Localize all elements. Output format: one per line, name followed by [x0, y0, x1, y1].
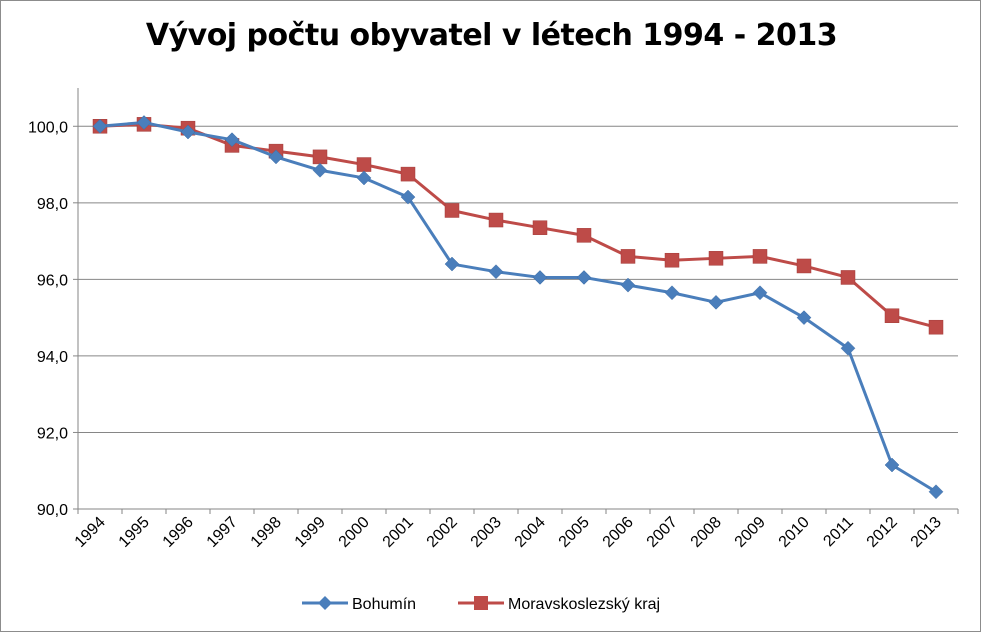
data-point-square: [664, 252, 680, 268]
x-tick-label: 2001: [380, 514, 417, 551]
data-point-diamond: [224, 132, 240, 148]
data-point-diamond: [796, 310, 812, 325]
y-axis-ticks: 90,0 92,0 94,0 96,0 98,0 100,0: [28, 119, 68, 519]
x-tick-label: 1996: [160, 514, 197, 551]
legend-label: Moravskoslezský kraj: [508, 596, 660, 613]
data-point-square: [312, 149, 328, 165]
data-point-square: [752, 249, 768, 264]
data-point-square: [840, 270, 856, 285]
data-point-square: [796, 258, 812, 274]
data-point-diamond: [356, 170, 372, 186]
series-line-moravskoslezsky-kraj: [99, 122, 937, 329]
x-tick-label: 1997: [204, 514, 241, 551]
data-point-diamond: [268, 149, 284, 165]
data-point-square: [576, 228, 592, 243]
y-tick-label: 98,0: [37, 196, 68, 213]
data-point-diamond: [752, 285, 768, 301]
chart-title: Vývoj počtu obyvatel v létech 1994 - 201…: [145, 18, 838, 53]
x-tick-label: 2003: [468, 514, 505, 551]
axes: [73, 88, 959, 514]
x-tick-label: 2008: [688, 514, 725, 551]
data-point-diamond: [180, 124, 196, 140]
data-point-diamond: [532, 270, 548, 285]
y-tick-label: 92,0: [37, 425, 68, 442]
x-tick-label: 1994: [72, 514, 109, 551]
data-point-square: [620, 249, 636, 264]
data-point-diamond: [488, 264, 504, 280]
data-point-square: [708, 251, 724, 266]
x-axis-ticks: 1994 1995 1996 1997 1998 1999 2000 2001 2002 2003…: [72, 514, 945, 551]
x-tick-label: 1998: [248, 514, 285, 551]
data-point-diamond: [136, 115, 152, 130]
data-point-square: [532, 220, 548, 235]
data-point-diamond: [708, 294, 724, 310]
x-tick-label: 2007: [644, 514, 681, 551]
y-tick-label: 96,0: [37, 272, 68, 289]
legend-label: Bohumín: [352, 596, 416, 613]
data-point-diamond: [620, 277, 636, 293]
x-tick-label: 2012: [864, 514, 901, 551]
data-point-diamond: [444, 256, 460, 272]
legend-marker-diamond: [318, 596, 332, 610]
x-tick-label: 2009: [732, 514, 769, 551]
gridlines: [78, 125, 958, 433]
series: [92, 115, 944, 500]
data-point-diamond: [928, 484, 944, 500]
data-point-square: [884, 308, 900, 323]
data-point-square: [356, 157, 372, 172]
data-point-diamond: [884, 457, 900, 473]
legend-item: Bohumín: [302, 596, 416, 613]
y-tick-label: 94,0: [37, 349, 68, 366]
x-tick-label: 2002: [424, 514, 461, 551]
x-tick-label: 1999: [292, 514, 329, 551]
x-tick-label: 2010: [776, 514, 813, 551]
series-line-bohumin: [99, 120, 937, 494]
x-tick-label: 2000: [336, 514, 373, 551]
x-tick-label: 2004: [512, 514, 549, 551]
data-point-diamond: [576, 270, 592, 285]
legend-item: Moravskoslezský kraj: [458, 596, 660, 613]
y-tick-label: 100,0: [28, 119, 68, 136]
data-point-diamond: [400, 189, 416, 205]
data-point-diamond: [664, 285, 680, 301]
data-point-square: [400, 166, 416, 182]
y-tick-label: 90,0: [37, 502, 68, 519]
data-point-diamond: [312, 162, 328, 178]
x-tick-label: 1995: [116, 514, 153, 551]
x-tick-label: 2013: [908, 514, 945, 551]
x-tick-label: 2011: [820, 514, 856, 550]
legend-marker-square: [474, 596, 488, 610]
data-point-square: [928, 319, 944, 335]
legend: Bohumín Moravskoslezský kraj: [302, 596, 660, 613]
data-point-diamond: [840, 340, 856, 356]
data-point-square: [444, 203, 460, 218]
x-tick-label: 2005: [556, 514, 593, 551]
data-point-square: [488, 212, 504, 228]
data-point-diamond: [92, 118, 108, 134]
x-tick-label: 2006: [600, 514, 637, 551]
